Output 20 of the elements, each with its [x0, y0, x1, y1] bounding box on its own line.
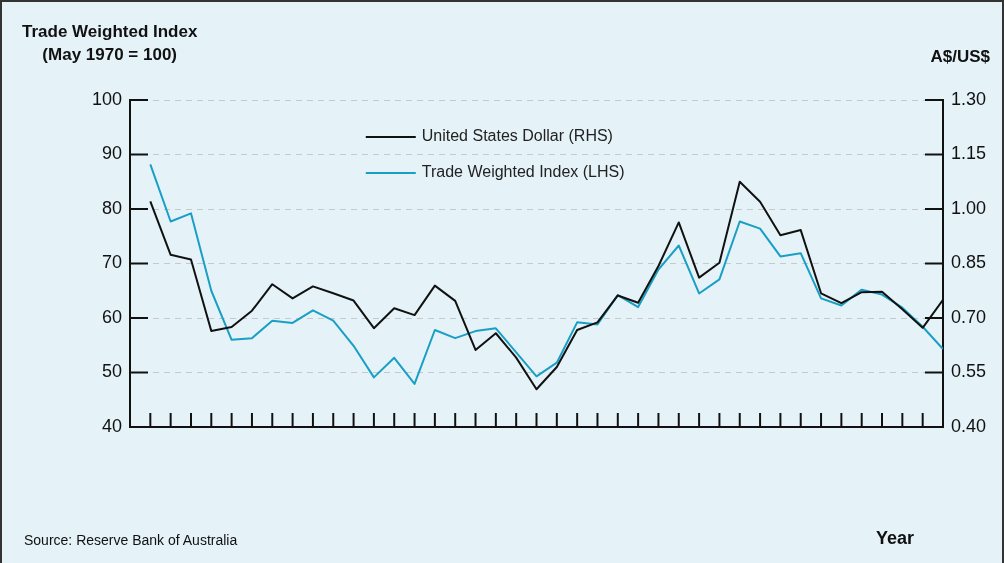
- y-tick-label: 60: [101, 306, 122, 327]
- y2-tick-label: 0.70: [951, 306, 987, 327]
- y2-tick-label: 0.55: [951, 361, 987, 382]
- y-tick-label: 100: [91, 88, 122, 109]
- y-tick-label: 50: [101, 361, 122, 382]
- y-tick-label: 70: [101, 252, 122, 273]
- y-tick-label: 80: [101, 197, 122, 218]
- y2-tick-label: 1.30: [951, 88, 987, 109]
- y2-tick-label: 1.00: [951, 197, 987, 218]
- y2-axis-title: A$/US$: [930, 47, 990, 67]
- y-tick-label: 40: [101, 415, 122, 436]
- y-axis-title: Trade Weighted Index (May 1970 = 100): [22, 21, 198, 66]
- y-tick-label: 90: [101, 143, 122, 164]
- text: Year: [876, 528, 915, 549]
- y2-tick-label: 0.40: [951, 415, 987, 436]
- y2-tick-label: 0.85: [951, 252, 987, 273]
- y2-tick-label: 1.15: [951, 143, 987, 164]
- legend-label: United States Dollar (RHS): [421, 127, 613, 145]
- legend-label: Trade Weighted Index (LHS): [421, 163, 625, 181]
- source-note: Source: Reserve Bank of Australia: [24, 532, 238, 548]
